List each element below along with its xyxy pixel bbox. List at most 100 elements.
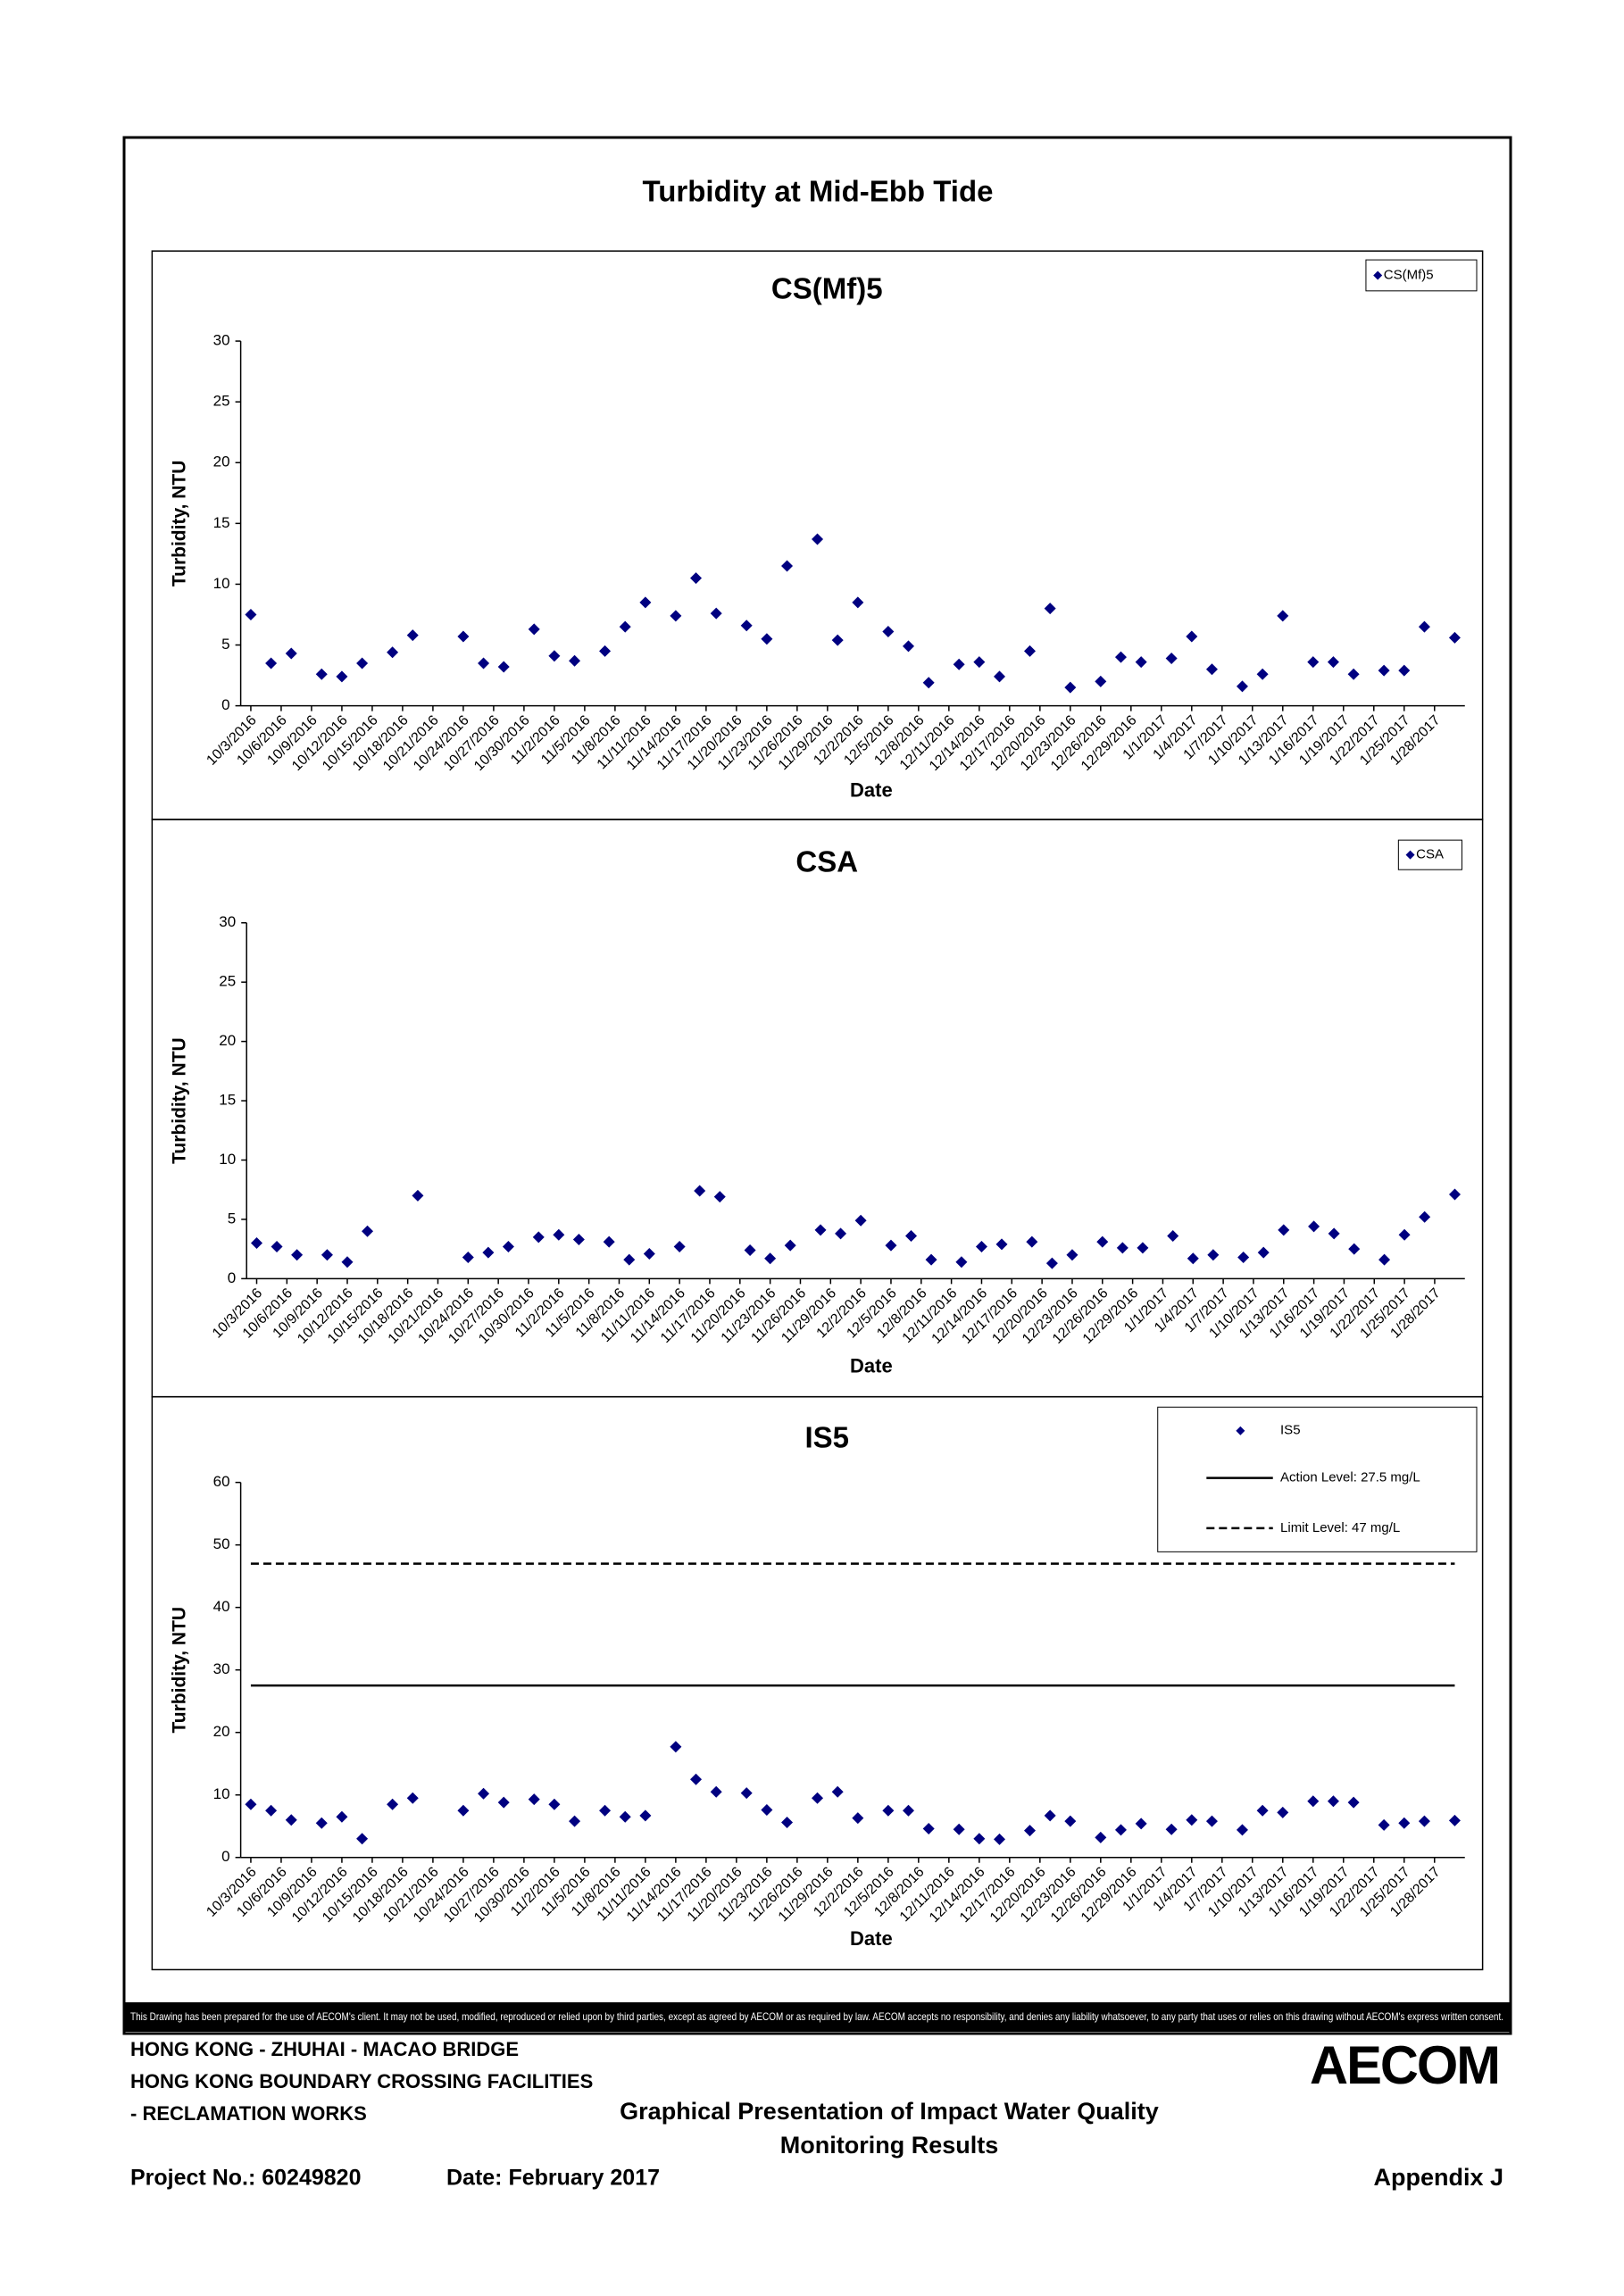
point — [1327, 1795, 1339, 1808]
point — [1448, 1814, 1461, 1826]
point — [673, 1240, 686, 1252]
point — [1165, 1823, 1178, 1835]
point — [1044, 603, 1056, 615]
point — [1205, 663, 1218, 676]
legend-label: CS(Mf)5 — [1384, 267, 1434, 282]
legend-label: IS5 — [1280, 1423, 1301, 1438]
y-tick-label: 10 — [219, 1151, 236, 1168]
point — [784, 1239, 796, 1252]
point — [993, 670, 1005, 683]
point — [903, 1804, 915, 1817]
y-tick-label: 15 — [219, 1092, 236, 1109]
point — [814, 1224, 827, 1236]
y-tick-label: 0 — [221, 696, 229, 713]
point — [1096, 1235, 1109, 1248]
point — [1064, 681, 1077, 694]
point — [713, 1191, 726, 1203]
logo: AECOM — [1310, 2035, 1499, 2095]
point — [740, 1787, 753, 1800]
point — [387, 1798, 399, 1810]
point — [271, 1240, 283, 1252]
point — [922, 1823, 935, 1835]
point — [973, 1833, 986, 1845]
legend-label: CSA — [1416, 847, 1444, 862]
point — [1278, 1224, 1290, 1236]
point — [599, 645, 612, 657]
y-axis-label: Turbidity, NTU — [169, 1607, 189, 1734]
point — [953, 658, 965, 670]
point — [953, 1823, 965, 1835]
point — [1186, 630, 1198, 643]
frame — [122, 136, 1512, 2035]
project-line: HONG KONG - ZHUHAI - MACAO BRIDGE — [130, 2038, 519, 2060]
legend-marker — [1373, 270, 1383, 280]
y-tick-label: 40 — [213, 1598, 230, 1615]
point — [1327, 656, 1339, 669]
point — [710, 1785, 722, 1798]
point — [812, 1792, 824, 1804]
point — [623, 1253, 636, 1266]
point — [1095, 1831, 1107, 1843]
point — [497, 1796, 510, 1809]
point — [532, 1231, 545, 1244]
caption: Monitoring Results — [780, 2132, 999, 2159]
point — [835, 1227, 847, 1240]
point — [1187, 1252, 1199, 1265]
legend-marker — [1236, 1426, 1245, 1435]
point — [619, 620, 631, 633]
point — [781, 1817, 794, 1829]
point — [321, 1249, 333, 1261]
y-tick-label: 25 — [219, 973, 236, 990]
point — [528, 623, 540, 636]
date: Date: February 2017 — [446, 2166, 660, 2191]
point — [497, 661, 510, 673]
point — [854, 1214, 867, 1227]
point — [905, 1230, 918, 1243]
point — [1308, 1220, 1320, 1233]
point — [1348, 1243, 1361, 1255]
point — [1378, 1253, 1391, 1266]
point — [1137, 1242, 1149, 1254]
point — [1116, 1242, 1128, 1254]
point — [462, 1251, 474, 1263]
point — [903, 640, 915, 653]
point — [1207, 1249, 1220, 1261]
x-axis-label: Date — [850, 778, 893, 801]
point — [1378, 1818, 1390, 1831]
point — [1378, 664, 1390, 677]
chart-title: CS(Mf)5 — [771, 272, 883, 305]
point — [1114, 1824, 1127, 1836]
point — [250, 1237, 262, 1250]
project-line: - RECLAMATION WORKS — [130, 2102, 367, 2125]
y-tick-label: 30 — [219, 913, 236, 930]
point — [315, 1817, 328, 1829]
point — [955, 1256, 968, 1269]
point — [1236, 680, 1248, 693]
point — [1064, 1815, 1077, 1827]
point — [1398, 1228, 1411, 1241]
point — [1023, 645, 1036, 657]
y-tick-label: 5 — [221, 636, 229, 653]
point — [1277, 1806, 1289, 1818]
disclaimer-bar — [124, 2002, 1511, 2032]
point — [1135, 656, 1147, 669]
y-tick-label: 5 — [228, 1210, 236, 1227]
point — [356, 1833, 369, 1845]
point — [1418, 620, 1430, 633]
point — [1023, 1825, 1036, 1837]
point — [1398, 1817, 1411, 1829]
y-tick-label: 10 — [213, 1785, 230, 1802]
point — [995, 1238, 1008, 1251]
point — [528, 1793, 540, 1806]
point — [387, 646, 399, 659]
project-line: HONG KONG BOUNDARY CROSSING FACILITIES — [130, 2070, 593, 2092]
point — [639, 596, 652, 609]
disclaimer: This Drawing has been prepared for the u… — [130, 2010, 1503, 2023]
point — [341, 1256, 354, 1269]
legend-marker — [1405, 850, 1415, 860]
point — [315, 668, 328, 680]
point — [1205, 1815, 1218, 1827]
point — [690, 1773, 703, 1785]
point — [603, 1235, 615, 1248]
y-tick-label: 10 — [213, 575, 230, 592]
